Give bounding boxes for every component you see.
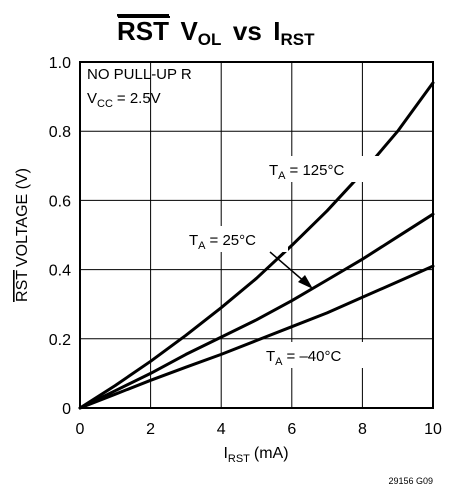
x-tick-label: 10 xyxy=(424,421,442,438)
annotation-vcc-sub: CC xyxy=(97,98,113,110)
y-axis-label-rst: RST xyxy=(14,270,31,302)
annotation-vcc-value: = 2.5V xyxy=(117,90,161,107)
series-label-m40c: TA = –40°C xyxy=(263,342,371,368)
x-axis-label-unit: (mA) xyxy=(254,445,289,462)
x-axis-label-main: I xyxy=(223,445,227,462)
series-label-25c-arrowhead xyxy=(298,275,313,289)
y-axis-label-rest: VOLTAGE (V) xyxy=(14,168,31,267)
series-label-25c-main: T xyxy=(189,232,198,249)
title-v-sub: OL xyxy=(198,30,222,49)
annotation-no-pullup: NO PULL-UP R xyxy=(87,66,192,83)
y-tick-label: 0.2 xyxy=(49,332,71,349)
series-label-25c-value: = 25°C xyxy=(210,232,257,249)
x-tick-label: 2 xyxy=(146,421,155,438)
y-tick-label: 0.8 xyxy=(49,124,71,141)
title-rst: RST xyxy=(117,16,169,46)
svg-text:RSTVOLTAGE (V): RST VOLTAGE (V) xyxy=(14,168,31,302)
x-tick-label: 4 xyxy=(217,421,226,438)
series-label-125c-main: T xyxy=(269,162,278,179)
title-v: V xyxy=(180,16,198,46)
y-tick-label: 1.0 xyxy=(49,55,71,72)
title-i-sub: RST xyxy=(280,30,315,49)
y-tick-label: 0 xyxy=(62,401,71,418)
svg-text:TA= 125°C: TA = 125°C xyxy=(269,162,344,182)
series-label-25c-sub: A xyxy=(198,240,206,252)
figure-id: 29156 G09 xyxy=(388,476,433,486)
plot-frame xyxy=(79,61,434,409)
x-tick-label: 8 xyxy=(358,421,367,438)
tick-layer: 0 2 4 6 8 10 0 0.2 0.4 0.6 0.8 1.0 xyxy=(49,55,442,438)
series-label-25c-arrow xyxy=(269,251,307,284)
y-tick-label: 0.6 xyxy=(49,193,71,210)
annotation-vcc: VCC = 2.5V xyxy=(87,90,161,110)
grid-layer xyxy=(80,62,433,408)
x-tick-label: 6 xyxy=(287,421,296,438)
series-label-125c-value: = 125°C xyxy=(290,162,345,179)
svg-text:TA= –40°C: TA = –40°C xyxy=(266,348,341,368)
x-axis-label: IRST (mA) xyxy=(223,445,288,465)
annotation-vcc-main: V xyxy=(87,90,97,107)
series-label-m40c-main: T xyxy=(266,348,275,365)
title-vs: vs xyxy=(233,16,262,46)
series-label-m40c-value: = –40°C xyxy=(287,348,342,365)
series-label-125c: TA = 125°C xyxy=(266,156,382,182)
y-axis-label: RST VOLTAGE (V) xyxy=(14,168,31,302)
series-label-25c: TA = 25°C xyxy=(186,226,288,252)
series-line-25c xyxy=(78,212,435,410)
series-label-125c-sub: A xyxy=(278,170,286,182)
x-axis-label-sub: RST xyxy=(228,453,250,465)
series-label-m40c-sub: A xyxy=(275,356,283,368)
svg-text:TA= 25°C: TA = 25°C xyxy=(189,232,256,252)
series-line-m40c xyxy=(78,264,435,410)
title-i: I xyxy=(273,16,280,46)
y-tick-label: 0.4 xyxy=(49,263,71,280)
chart-title: RST VOL vs IRST xyxy=(117,16,315,49)
x-tick-label: 0 xyxy=(76,421,85,438)
